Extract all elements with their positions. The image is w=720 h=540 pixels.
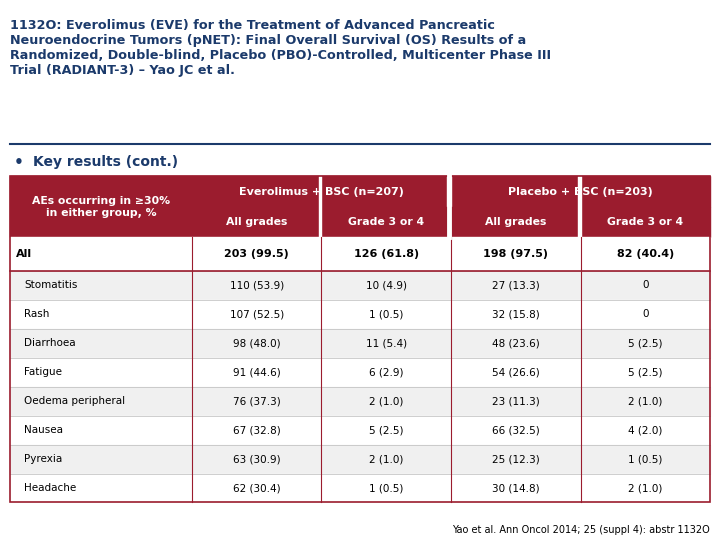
Text: 67 (32.8): 67 (32.8) [233, 425, 281, 435]
Text: 66 (32.5): 66 (32.5) [492, 425, 540, 435]
Bar [10, 387, 710, 416]
Bar [447, 177, 451, 207]
Text: 11 (5.4): 11 (5.4) [366, 338, 407, 348]
Text: 126 (61.8): 126 (61.8) [354, 249, 419, 259]
Text: 2 (1.0): 2 (1.0) [369, 454, 403, 464]
Bar [578, 177, 580, 238]
Bar [10, 329, 710, 358]
Bar [580, 207, 710, 238]
Text: 76 (37.3): 76 (37.3) [233, 396, 281, 406]
Bar [320, 177, 322, 238]
Text: 62 (30.4): 62 (30.4) [233, 483, 281, 493]
Text: 27 (13.3): 27 (13.3) [492, 280, 540, 291]
Bar [10, 271, 710, 300]
Text: 107 (52.5): 107 (52.5) [230, 309, 284, 319]
Text: Fatigue: Fatigue [24, 367, 62, 377]
Text: Oedema peripheral: Oedema peripheral [24, 396, 125, 406]
Text: 110 (53.9): 110 (53.9) [230, 280, 284, 291]
Text: 10 (4.9): 10 (4.9) [366, 280, 407, 291]
Text: Nausea: Nausea [24, 425, 63, 435]
Text: 1 (0.5): 1 (0.5) [369, 483, 403, 493]
Text: Grade 3 or 4: Grade 3 or 4 [348, 217, 424, 227]
Text: 23 (11.3): 23 (11.3) [492, 396, 540, 406]
Text: Placebo + BSC (n=203): Placebo + BSC (n=203) [508, 187, 653, 197]
Text: Headache: Headache [24, 483, 76, 493]
Text: Rash: Rash [24, 309, 49, 319]
Bar [10, 300, 710, 329]
Text: 2 (1.0): 2 (1.0) [628, 396, 662, 406]
Text: 98 (48.0): 98 (48.0) [233, 338, 281, 348]
Bar [10, 416, 710, 444]
Text: Yao et al. Ann Oncol 2014; 25 (suppl 4): abstr 1132O: Yao et al. Ann Oncol 2014; 25 (suppl 4):… [452, 524, 710, 535]
Text: Stomatitis: Stomatitis [24, 280, 77, 291]
Text: All grades: All grades [226, 217, 287, 227]
Text: 91 (44.6): 91 (44.6) [233, 367, 281, 377]
Text: 1132O: Everolimus (EVE) for the Treatment of Advanced Pancreatic
Neuroendocrine : 1132O: Everolimus (EVE) for the Treatmen… [10, 19, 551, 77]
Text: 0: 0 [642, 309, 649, 319]
Text: Pyrexia: Pyrexia [24, 454, 62, 464]
Text: 2 (1.0): 2 (1.0) [628, 483, 662, 493]
Text: •: • [14, 155, 23, 170]
Text: 54 (26.6): 54 (26.6) [492, 367, 540, 377]
Text: AEs occurring in ≥30%
in either group, %: AEs occurring in ≥30% in either group, % [32, 196, 170, 218]
Text: 198 (97.5): 198 (97.5) [483, 249, 549, 259]
Text: 63 (30.9): 63 (30.9) [233, 454, 281, 464]
Text: 32 (15.8): 32 (15.8) [492, 309, 540, 319]
Text: All grades: All grades [485, 217, 546, 227]
Text: Key results (cont.): Key results (cont.) [33, 155, 178, 169]
Text: Diarrhoea: Diarrhoea [24, 338, 76, 348]
Text: 2 (1.0): 2 (1.0) [369, 396, 403, 406]
Text: 82 (40.4): 82 (40.4) [617, 249, 674, 259]
Text: 1 (0.5): 1 (0.5) [628, 454, 662, 464]
Text: 0: 0 [642, 280, 649, 291]
Bar [10, 444, 710, 474]
Text: 30 (14.8): 30 (14.8) [492, 483, 539, 493]
Text: All: All [16, 249, 32, 259]
Bar [192, 177, 451, 207]
Bar [10, 474, 710, 503]
Bar [322, 207, 451, 238]
Text: 4 (2.0): 4 (2.0) [628, 425, 662, 435]
Text: Grade 3 or 4: Grade 3 or 4 [607, 217, 683, 227]
Bar [192, 207, 322, 238]
Bar [10, 358, 710, 387]
Text: 5 (2.5): 5 (2.5) [369, 425, 403, 435]
Bar [451, 177, 710, 207]
Text: 203 (99.5): 203 (99.5) [225, 249, 289, 259]
Text: 25 (12.3): 25 (12.3) [492, 454, 540, 464]
Text: 5 (2.5): 5 (2.5) [628, 367, 662, 377]
Text: 1 (0.5): 1 (0.5) [369, 309, 403, 319]
Bar [10, 238, 710, 271]
Text: Everolimus + BSC (n=207): Everolimus + BSC (n=207) [239, 187, 404, 197]
Bar [451, 207, 580, 238]
Text: 6 (2.9): 6 (2.9) [369, 367, 403, 377]
Text: 48 (23.6): 48 (23.6) [492, 338, 540, 348]
Text: 5 (2.5): 5 (2.5) [628, 338, 662, 348]
